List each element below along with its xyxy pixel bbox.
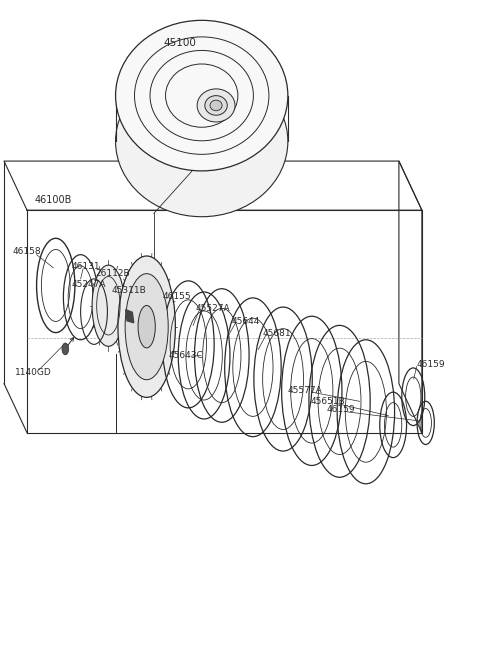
Text: 45527A: 45527A [196, 304, 230, 313]
Text: 46159: 46159 [326, 405, 355, 415]
Ellipse shape [92, 265, 125, 346]
Ellipse shape [116, 66, 288, 216]
Ellipse shape [62, 343, 69, 355]
Text: 45577A: 45577A [288, 386, 323, 395]
Polygon shape [126, 310, 134, 323]
Ellipse shape [138, 306, 156, 348]
Text: 46159: 46159 [416, 359, 445, 369]
Ellipse shape [205, 96, 227, 115]
Text: 46131: 46131 [72, 262, 100, 271]
Text: 45247A: 45247A [72, 279, 106, 289]
Text: 45100: 45100 [163, 38, 196, 49]
Ellipse shape [116, 20, 288, 171]
Text: 45681: 45681 [263, 329, 291, 338]
Ellipse shape [197, 89, 235, 122]
Text: 45644: 45644 [232, 317, 260, 326]
Text: 46158: 46158 [12, 247, 41, 256]
Ellipse shape [210, 100, 222, 111]
Text: 26112B: 26112B [96, 268, 130, 277]
Ellipse shape [125, 274, 168, 380]
Text: 45311B: 45311B [112, 285, 146, 295]
Text: 45643C: 45643C [168, 351, 203, 360]
Text: 46100B: 46100B [34, 195, 72, 205]
Ellipse shape [118, 256, 175, 398]
Text: 45651B: 45651B [311, 397, 346, 406]
Text: 1140GD: 1140GD [15, 368, 52, 377]
Text: 46155: 46155 [162, 292, 191, 301]
